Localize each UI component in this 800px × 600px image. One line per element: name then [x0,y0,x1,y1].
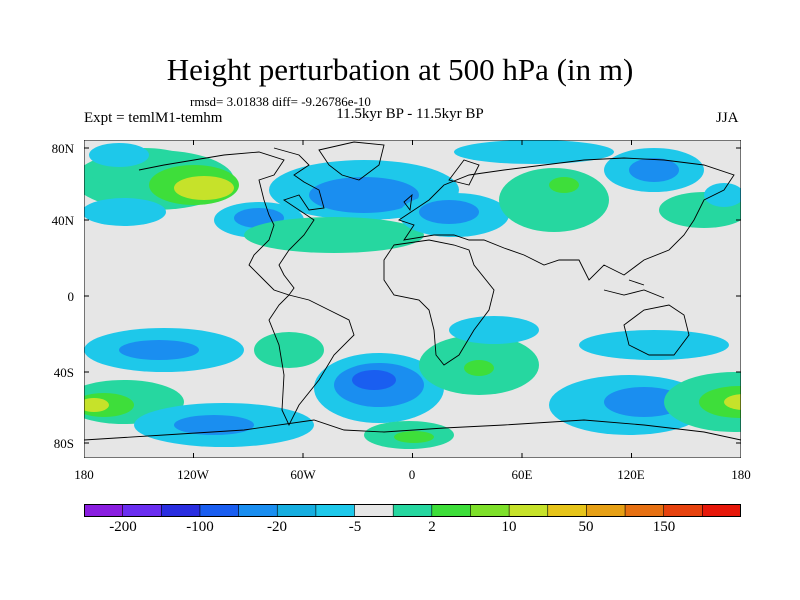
coast-eurasia [397,157,735,281]
anomaly-contours [84,140,741,449]
colorbar-label: -20 [267,519,287,535]
colorbar-swatch [392,504,433,517]
colorbar-label: -5 [348,519,362,535]
colorbar-label: 2 [428,519,436,535]
colorbar-swatch [315,504,356,517]
contour-atlantic-positive [244,217,424,253]
colorbar-label: 50 [578,519,594,535]
coast-indonesia [603,279,665,299]
coast-antarctica [84,419,741,441]
colorbar-frame [84,504,741,517]
period-subtitle: 11.5kyr BP - 11.5kyr BP [336,106,484,122]
x-tick-label: 180 [731,467,751,482]
x-tick-label: 0 [408,467,416,482]
colorbar-swatch [431,504,472,517]
x-tick-label: 120E [617,467,645,482]
colorbar-label: 150 [652,519,676,535]
coast-south-america [268,294,355,427]
x-tick-label: 60W [290,467,316,482]
colorbar-swatch [160,504,201,517]
colorbar-label: -100 [186,519,214,535]
map-plot [84,140,741,458]
colorbar-swatch [122,504,162,517]
colorbar-swatch [547,504,588,517]
y-tick-label: 80S [53,436,74,451]
coastlines [84,141,741,441]
x-tick-label: 180 [74,467,94,482]
colorbar-swatch [276,504,317,517]
plot-title: Height perturbation at 500 hPa (in m) [166,52,634,87]
colorbar [84,504,741,517]
colorbar-swatch [663,504,703,517]
colorbar-label: 10 [501,519,517,535]
colorbar-swatch [624,504,665,517]
ticks [84,140,741,458]
experiment-label: Expt = temlM1-temhm [84,110,223,126]
stats-text: rmsd= 3.01838 diff= -9.26786e-10 [190,94,371,109]
colorbar-swatch [84,504,124,517]
y-tick-label: 40S [53,365,74,380]
colorbar-swatch [508,504,549,517]
coast-north-america [138,147,325,296]
colorbar-swatch [199,504,240,517]
coast-scandinavia [448,159,480,186]
contour-siberia-positive [499,168,609,232]
contour-alaska-negative [84,198,166,226]
colorbar-label: -200 [109,519,137,535]
coast-australia [623,304,690,356]
colorbar-swatch [354,504,394,517]
x-tick-label: 120W [177,467,209,482]
y-tick-label: 40N [51,213,74,228]
colorbar-swatch [238,504,278,517]
y-tick-label: 0 [67,289,75,304]
coast-africa [383,239,495,366]
coast-uk [403,193,413,212]
colorbar-swatch [470,504,510,517]
x-tick-label: 60E [511,467,533,482]
colorbar-swatch [586,504,626,517]
colorbar-swatch [702,504,741,517]
coast-greenland [318,141,385,181]
season-label: JJA [716,110,739,126]
y-tick-label: 80N [51,141,74,156]
